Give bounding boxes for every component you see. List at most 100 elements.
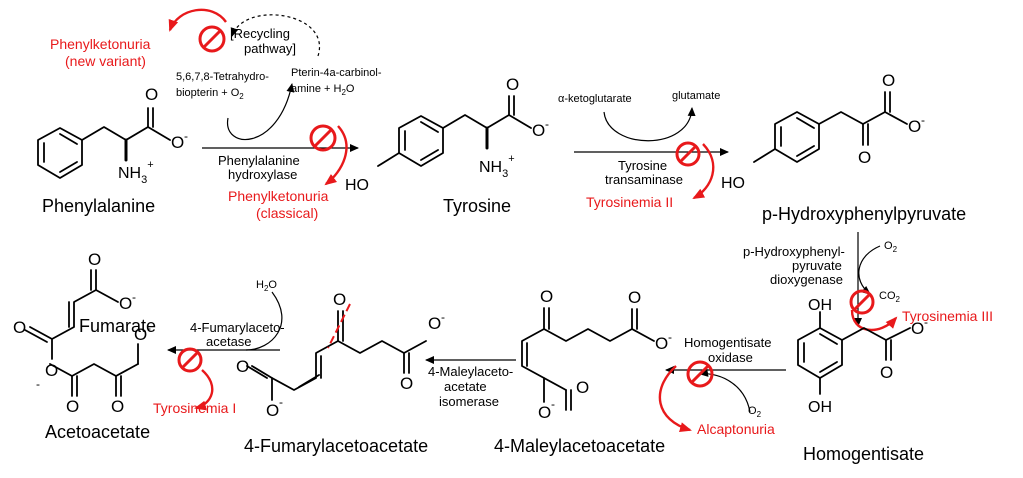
tyrosinemia-3-label: Tyrosinemia III <box>902 308 993 324</box>
bh4-line1: 5,6,7,8-Tetrahydro- <box>176 71 269 83</box>
hpp-name: p-Hydroxyphenylpyruvate <box>762 204 966 224</box>
hpp-hydroxyl-label: HO <box>721 175 745 192</box>
hpp-carbonyl-o: O <box>882 71 895 90</box>
alcaptonuria-label: Alcaptonuria <box>697 421 775 437</box>
fumarate-bottom-carboxylate-o: O <box>45 361 58 380</box>
acetoacetate-name: Acetoacetate <box>45 422 150 442</box>
tyrosine-carbonyl-o: O <box>506 75 519 94</box>
mal-right-carboxylate-o: O <box>655 334 668 353</box>
fah-enzyme-line2: acetase <box>206 334 252 349</box>
phenylalanine-o-charge: - <box>184 129 188 143</box>
phenylalanine-name: Phenylalanine <box>42 196 155 216</box>
fumarate-top-o-charge: - <box>132 290 136 304</box>
hpp-o-charge: - <box>921 113 925 127</box>
tyrosinemia-1-arrow <box>194 369 214 411</box>
tyrosine-hydroxyl-label: HO <box>345 177 369 194</box>
tyrosinemia-3-block-icon <box>849 289 875 315</box>
pku-classical-line1: Phenylketonuria <box>228 188 329 204</box>
fum-left-carboxylate-o: O <box>266 401 279 420</box>
alcaptonuria-block-icon <box>686 360 714 388</box>
fumarate-name: Fumarate <box>79 316 156 336</box>
pku-new-variant-arrow <box>168 8 227 32</box>
tyrosine-name: Tyrosine <box>443 196 511 216</box>
mai-enzyme-line3: isomerase <box>439 394 499 409</box>
pku-new-variant-block-icon <box>198 25 226 53</box>
tyrosinemia-2-label: Tyrosinemia II <box>586 194 673 210</box>
homogentisate-carboxylate-o: O <box>911 319 924 338</box>
fumarate-bottom-carbonyl-o: O <box>13 318 26 337</box>
fah-cleavage-line <box>327 303 351 349</box>
carbinolamine-line2: amine + H2O <box>291 83 355 97</box>
mal-keto-o: O <box>540 287 553 306</box>
tyrosinemia-2-block-icon <box>675 141 701 167</box>
maleylacetoacetate-name: 4-Maleylacetoacetate <box>494 436 665 456</box>
pku-new-variant-line2: (new variant) <box>65 53 146 69</box>
hgd-enzyme-line1: Homogentisate <box>684 335 771 350</box>
hppd-enzyme-line1: p-Hydroxyphenyl- <box>743 244 845 259</box>
pku-classical-block-icon <box>309 124 337 152</box>
alcaptonuria-arrow <box>658 365 692 432</box>
akg-label: α-ketoglutarate <box>558 93 632 105</box>
bh4-line2: biopterin + O2 <box>176 87 244 101</box>
water-label: H2O <box>256 279 277 293</box>
pah-enzyme-line1: Phenylalanine <box>218 153 300 168</box>
homogentisate-o-charge: - <box>924 315 928 329</box>
acetoacetate-carbonyl-o: O <box>111 397 124 416</box>
tyrosine-o-charge: - <box>545 117 549 131</box>
phenylalanine-carboxylate-o: O <box>171 133 184 152</box>
bh4-cofactor-arc <box>227 83 295 140</box>
fumarate-top-carboxylate-o: O <box>119 294 132 313</box>
phenylalanine-amine-label: NH3+ <box>118 159 154 186</box>
fumarate-structure <box>24 269 119 360</box>
mal-right-o-charge: - <box>668 330 672 344</box>
mal-left-carboxylate-o: O <box>538 403 551 422</box>
mai-enzyme-line2: acetate <box>444 379 487 394</box>
pku-new-variant-line1: Phenylketonuria <box>50 36 151 52</box>
fum-right-o-charge: - <box>441 310 445 324</box>
fum-keto-o: O <box>333 290 346 309</box>
fah-water-arc <box>245 291 283 351</box>
recycling-label-line1: [Recycling <box>230 26 290 41</box>
fum-right-carbonyl-o: O <box>428 314 441 333</box>
mai-enzyme-line1: 4-Maleylaceto- <box>428 364 513 379</box>
pku-classical-arrow <box>324 125 348 186</box>
phenylalanine-carbonyl-o: O <box>145 85 158 104</box>
tyrosinemia-1-block-icon <box>177 347 203 373</box>
fumarate-bottom-o-charge: - <box>36 377 40 391</box>
homogentisate-structure <box>797 311 911 395</box>
fumarylacetoacetate-name: 4-Fumarylacetoacetate <box>244 436 428 456</box>
acetoacetate-structure <box>49 343 139 397</box>
tyrosine-structure <box>377 95 532 167</box>
co2-label: CO2 <box>879 290 901 304</box>
recycling-pathway-arc <box>230 14 321 57</box>
fum-right-carboxylate-o: O <box>400 374 413 393</box>
fum-left-o-charge: - <box>279 395 283 409</box>
fumarate-top-o: O <box>88 250 101 269</box>
hpp-carboxylate-o: O <box>908 117 921 136</box>
homogentisate-carbonyl-o: O <box>880 363 893 382</box>
fah-enzyme-line1: 4-Fumarylaceto- <box>190 320 285 335</box>
tat-enzyme-line1: Tyrosine <box>618 158 667 173</box>
acetoacetate-o-charge: - <box>147 321 151 335</box>
hgd-o2-label: O2 <box>748 405 762 419</box>
hpp-structure <box>753 91 908 163</box>
hppd-enzyme-line3: dioxygenase <box>770 272 843 287</box>
mal-left-carbonyl-o: O <box>576 378 589 397</box>
mal-left-o-charge: - <box>551 397 555 411</box>
homogentisate-top-oh: OH <box>808 297 832 314</box>
phenylalanine-structure <box>37 107 171 179</box>
homogentisate-name: Homogentisate <box>803 444 924 464</box>
pku-classical-line2: (classical) <box>256 205 318 221</box>
glutamate-label: glutamate <box>672 90 720 102</box>
maleylacetoacetate-structure <box>521 307 655 411</box>
tat-enzyme-line2: transaminase <box>605 172 683 187</box>
tyrosinemia-2-arrow <box>692 143 715 200</box>
hpp-keto-o: O <box>858 148 871 167</box>
carbinolamine-line1: Pterin-4a-carbinol- <box>291 67 382 79</box>
tyrosine-amine-label: NH3+ <box>479 153 515 180</box>
hgd-enzyme-line2: oxidase <box>708 350 753 365</box>
hppd-o2-label: O2 <box>884 240 898 254</box>
o2-co2-cofactor-arc <box>858 245 881 295</box>
fum-left-carbonyl-o: O <box>236 357 249 376</box>
homogentisate-bottom-oh: OH <box>808 399 832 416</box>
